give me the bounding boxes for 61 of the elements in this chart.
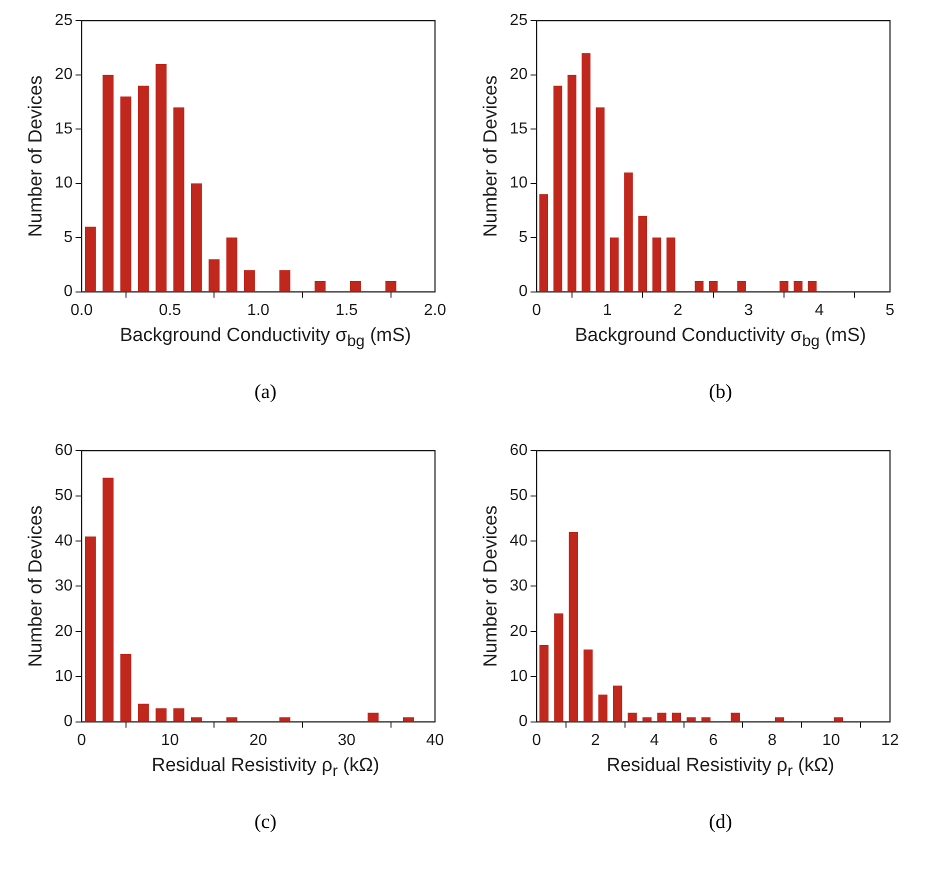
y-tick-label: 0 [518,283,528,300]
x-axis-title: Background Conductivity σ$_{bg}$ (mS) [118,325,412,351]
y-axis-title: Number of Devices [480,505,502,667]
y-tick-label: 30 [509,578,528,595]
x-axis-title: Residual Resistivity ρ$_{r}$ (kΩ) [150,755,380,781]
x-tick-label: 0.5 [158,302,181,319]
y-tick-label: 20 [54,66,72,84]
x-tick-label: 0 [532,732,541,749]
y-axis-title: Number of Devices [25,505,46,667]
x-tick-label: 40 [426,732,444,749]
y-tick-label: 40 [54,532,72,550]
y-tick-label: 25 [509,12,528,30]
y-tick-label: 10 [509,668,528,686]
x-tick-label: 5 [885,302,894,319]
y-tick-label: 50 [54,487,72,504]
x-tick-label: 4 [649,732,658,749]
x-tick-label: 8 [767,732,776,749]
text: (d) [708,810,732,834]
y-tick-label: 50 [509,487,528,504]
y-tick-label: 10 [54,668,72,686]
x-tick-label: 6 [708,732,718,749]
x-tick-label: 2.0 [423,302,446,319]
x-tick-label: 10 [822,732,840,749]
y-tick-label: 0 [63,713,72,730]
y-axis-title: Number of Devices [480,75,502,237]
x-tick-label: 12 [880,732,898,749]
y-tick-label: 10 [54,174,72,192]
x-tick-label: 0 [76,732,86,749]
x-axis-title: Background Conductivity σ$_{bg}$ (mS) [574,325,866,351]
y-tick-label: 25 [54,12,72,30]
x-axis-title: Residual Resistivity ρ$_{r}$ (kΩ) [606,755,834,781]
y-tick-label: 0 [518,713,528,730]
y-tick-label: 0 [63,283,72,300]
x-tick-label: 1.5 [335,302,358,319]
y-tick-label: 15 [509,120,528,138]
text: (b) [708,380,732,404]
x-tick-label: 0.0 [70,302,92,319]
y-tick-label: 5 [518,228,528,246]
y-tick-label: 10 [509,174,528,192]
y-tick-label: 40 [509,532,528,550]
text: (c) [253,810,277,834]
y-tick-label: 20 [54,622,72,640]
x-tick-label: 2 [590,732,600,749]
y-tick-label: 5 [63,228,72,246]
y-tick-label: 20 [509,66,528,84]
x-tick-label: 3 [744,302,753,319]
x-tick-label: 2 [673,302,682,319]
y-tick-label: 20 [509,622,528,640]
x-tick-label: 0 [532,302,541,319]
x-tick-label: 1 [602,302,612,319]
y-tick-label: 30 [54,578,72,595]
y-tick-label: 60 [509,442,528,460]
x-tick-label: 30 [337,732,356,749]
x-tick-label: 1.0 [246,302,270,319]
x-tick-label: 10 [160,732,178,749]
x-tick-label: 20 [248,732,267,749]
y-tick-label: 60 [54,442,72,460]
y-tick-label: 15 [54,120,72,138]
y-axis-title: Number of Devices [25,75,46,237]
text: (a) [253,380,277,404]
x-tick-label: 4 [814,302,824,319]
